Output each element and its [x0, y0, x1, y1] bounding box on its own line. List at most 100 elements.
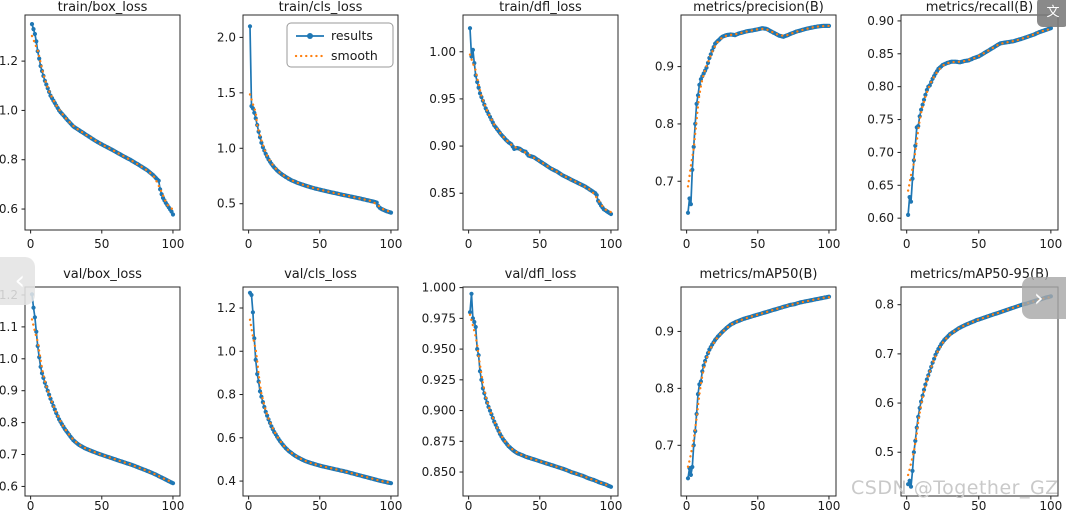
y-tick-label: 0.7: [655, 438, 674, 452]
x-tick-label: 0: [903, 237, 911, 251]
x-tick-label: 100: [162, 237, 185, 251]
legend-label-results: results: [331, 28, 373, 43]
smooth-line: [30, 318, 175, 483]
y-tick-label: 1.00: [429, 45, 456, 59]
y-tick-label: 0.6: [0, 479, 18, 493]
subplot-title: val/box_loss: [63, 267, 142, 282]
y-tick-label: 1.0: [217, 141, 236, 155]
subplot-val-cls-loss: val/cls_loss 0.4 0.6 0.8 1.0 1.2 0 50 100: [217, 267, 403, 512]
y-tick-label: 0.65: [867, 178, 894, 192]
subplot-val-dfl-loss: val/dfl_loss 0.850 0.875 0.900 0.925 0.950 0.9…: [422, 267, 623, 512]
y-tick-label: 0.8: [0, 153, 18, 167]
x-tick-label: 100: [600, 237, 623, 251]
y-tick-label: 0.7: [655, 174, 674, 188]
subplot-title: train/dfl_loss: [499, 0, 582, 15]
x-tick-label: 100: [1039, 237, 1062, 251]
legend-label-smooth: smooth: [331, 48, 378, 63]
x-tick-label: 100: [818, 499, 841, 512]
y-tick-label: 1.0: [217, 344, 236, 358]
results-line: [687, 295, 830, 479]
x-tick-label: 50: [312, 499, 327, 512]
y-tick-label: 0.4: [217, 474, 236, 488]
x-tick-label: 0: [27, 499, 35, 512]
smooth-line: [906, 295, 1053, 477]
subplot-train-box-loss: train/box_loss 0.6 0.8 1.0 1.2 0 50 100: [0, 0, 184, 251]
carousel-prev-button[interactable]: ‹: [0, 257, 35, 305]
y-tick-label: 0.8: [875, 298, 894, 312]
y-tick-label: 1.1: [0, 320, 18, 334]
y-tick-label: 0.8: [0, 416, 18, 430]
x-tick-label: 0: [465, 499, 473, 512]
smooth-line: [468, 53, 613, 214]
x-tick-label: 0: [903, 499, 911, 512]
y-tick-label: 0.975: [422, 311, 456, 325]
smooth-line: [248, 93, 393, 213]
smooth-line: [468, 313, 613, 487]
y-tick-label: 0.9: [655, 324, 674, 338]
x-tick-label: 0: [245, 237, 253, 251]
x-tick-label: 100: [818, 237, 841, 251]
y-tick-label: 0.7: [875, 347, 894, 361]
x-tick-label: 100: [380, 237, 403, 251]
x-tick-label: 50: [312, 237, 327, 251]
x-tick-label: 50: [532, 237, 547, 251]
y-tick-label: 0.900: [422, 404, 456, 418]
y-tick-label: 0.6: [0, 202, 18, 216]
subplot-title: train/cls_loss: [279, 0, 363, 15]
y-tick-label: 0.75: [867, 113, 894, 127]
chevron-right-icon: ›: [1034, 284, 1044, 312]
x-tick-label: 50: [94, 237, 109, 251]
x-tick-label: 50: [750, 237, 765, 251]
subplot-metrics-recall-b-: metrics/recall(B) 0.60 0.65 0.70 0.75 0.80 0.8…: [867, 0, 1062, 251]
y-tick-label: 0.7: [0, 448, 18, 462]
subplot-train-cls-loss: train/cls_loss 0.5 1.0 1.5 2.0 0 50 100 results s…: [217, 0, 403, 251]
y-tick-label: 1.000: [422, 281, 456, 295]
y-tick-label: 1.2: [0, 54, 18, 68]
y-tick-label: 0.8: [655, 117, 674, 131]
y-tick-label: 0.90: [429, 139, 456, 153]
subplot-title: val/cls_loss: [284, 267, 357, 282]
x-tick-label: 100: [380, 499, 403, 512]
results-line: [249, 292, 392, 485]
results-line: [907, 295, 1052, 487]
subplot-title: metrics/recall(B): [926, 0, 1033, 15]
results-line: [31, 23, 174, 215]
x-tick-label: 0: [245, 499, 253, 512]
x-tick-label: 100: [600, 499, 623, 512]
smooth-line: [906, 27, 1053, 192]
smooth-line: [30, 34, 175, 211]
legend: results smooth: [286, 22, 394, 68]
carousel-next-button[interactable]: ›: [1022, 277, 1066, 319]
x-tick-label: 100: [162, 499, 185, 512]
y-tick-label: 0.95: [429, 92, 456, 106]
y-tick-label: 1.0: [0, 352, 18, 366]
x-tick-label: 0: [683, 499, 691, 512]
x-tick-label: 0: [683, 237, 691, 251]
smooth-line: [686, 24, 831, 188]
x-tick-label: 50: [971, 237, 986, 251]
y-tick-label: 0.850: [422, 465, 456, 479]
translate-button[interactable]: 文: [1037, 0, 1066, 27]
x-tick-label: 0: [27, 237, 35, 251]
y-tick-label: 0.9: [655, 60, 674, 74]
y-tick-label: 0.5: [875, 445, 894, 459]
y-tick-label: 0.85: [867, 47, 894, 61]
y-tick-label: 0.950: [422, 342, 456, 356]
smooth-line: [686, 296, 831, 468]
y-tick-label: 0.85: [429, 186, 456, 200]
y-tick-label: 0.925: [422, 373, 456, 387]
y-tick-label: 0.6: [875, 396, 894, 410]
y-tick-label: 1.5: [217, 86, 236, 100]
y-tick-label: 1.0: [0, 103, 18, 117]
subplot-title: val/dfl_loss: [505, 267, 577, 282]
y-tick-label: 0.8: [655, 381, 674, 395]
subplot-metrics-precision-b-: metrics/precision(B) 0.7 0.8 0.9 0 50 100: [655, 0, 841, 251]
y-tick-label: 0.5: [217, 197, 236, 211]
x-tick-label: 50: [971, 499, 986, 512]
smooth-line: [248, 318, 393, 484]
y-tick-label: 0.70: [867, 145, 894, 159]
subplot-title: metrics/mAP50(B): [699, 267, 817, 282]
x-tick-label: 100: [1039, 499, 1062, 512]
